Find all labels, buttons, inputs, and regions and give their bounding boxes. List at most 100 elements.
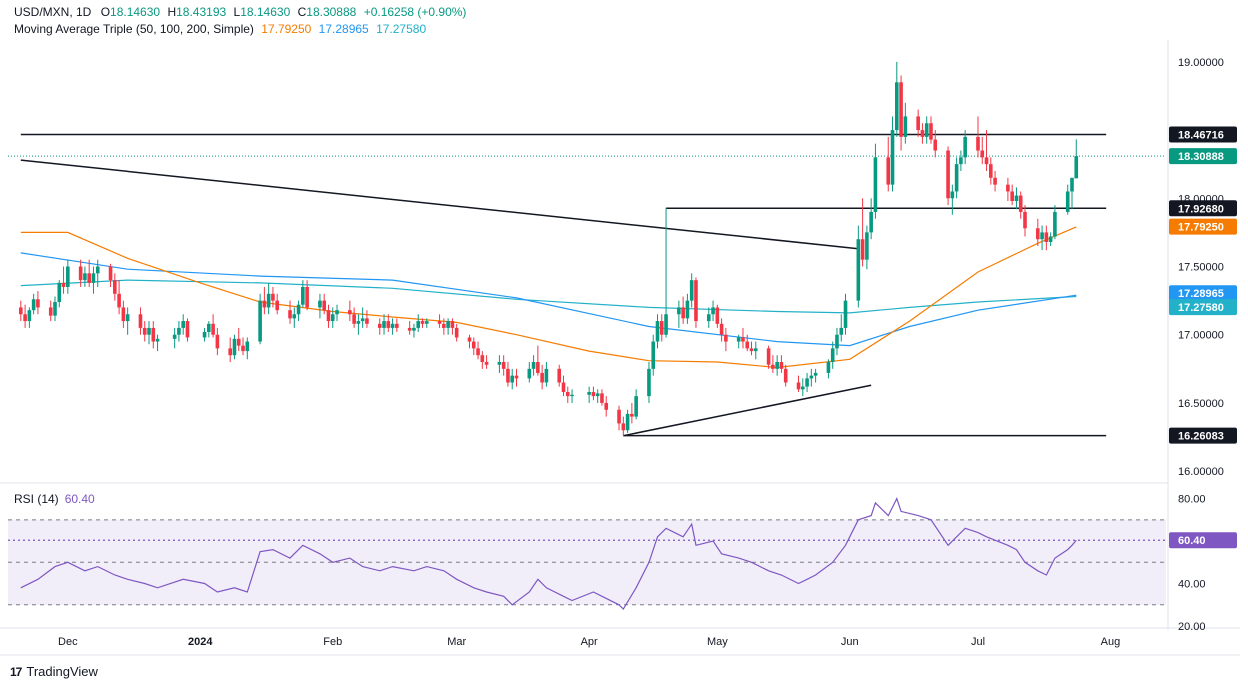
candle [19,300,23,322]
candle-body [292,314,297,319]
candle [959,150,963,171]
price-label-ma200: 17.27580 [1169,299,1237,316]
candle [318,293,322,319]
tradingview-logo-icon: 17 [10,664,22,679]
ma50-value: 17.79250 [261,22,312,36]
candle-body [450,321,455,328]
price-label-ma100: 17.28965 [1169,285,1237,302]
candle [873,143,878,219]
candle-body [510,375,515,383]
candle [390,318,395,335]
candle [869,198,873,240]
candle [685,293,690,324]
candle-body [207,323,211,332]
candle-body [736,337,741,342]
candle [651,334,656,376]
candle [860,198,865,267]
candle [933,130,938,158]
candle-body [1074,156,1079,179]
candle-body [625,413,630,431]
candle [689,273,694,308]
candle-body [929,123,933,140]
candle [151,321,156,349]
candle [775,355,779,376]
candle [1014,187,1019,210]
candle-body [113,280,117,294]
rsi-legend-value: 60.40 [64,492,95,506]
candle-body [860,239,865,260]
candle-body [839,327,844,335]
candle [407,321,412,335]
rsi-line [20,497,1077,610]
candle-body [117,293,121,308]
candle [1018,191,1023,219]
candle-body [856,239,861,301]
candle-body [976,136,980,151]
rsi-value-label: 60.40 [1169,532,1237,549]
candle [211,314,215,338]
candle [856,225,861,308]
candle-body [899,82,903,137]
candle [745,334,750,352]
low-value: 18.14630 [240,5,291,19]
candle [1010,184,1014,206]
candle [215,327,220,356]
candle [540,364,544,390]
candle-body [36,299,40,308]
candle-body [151,327,156,342]
candle-body [1006,184,1010,192]
candle [292,307,297,328]
candle [377,318,382,335]
candle-body [53,301,57,316]
high-label: H [167,5,177,19]
candle [561,375,566,397]
price-label-text: 18.46716 [1178,130,1224,142]
candle [23,304,27,328]
candle-body [706,314,711,322]
candle-body [711,307,715,315]
candle [113,273,117,301]
candle-body [467,337,472,342]
candle-body [266,293,271,308]
tradingview-brand[interactable]: 17 TradingView [10,664,98,679]
candle-body [348,310,352,315]
candle-body [604,402,609,410]
candle [412,323,416,338]
candle-body [296,304,301,315]
candle-body [57,282,62,302]
candle-body [442,323,446,328]
candle-body [993,177,997,185]
candle [348,300,352,322]
candle-body [886,157,891,185]
candle-body [501,362,506,369]
candle-body [890,130,895,185]
candle [1053,205,1057,240]
candle-body [536,362,540,373]
candle-body [659,321,664,335]
candle [296,300,301,322]
candle-body [78,266,83,281]
candle-body [48,307,53,316]
rsi-tick-label: 80.00 [1178,494,1206,506]
candle-body [924,123,929,137]
candle [232,334,237,360]
candle-body [805,378,809,387]
candle [36,291,40,315]
candle [172,327,177,349]
candle [625,409,630,433]
x-tick-label: Jun [841,636,859,648]
rsi-tick-label: 40.00 [1178,579,1206,591]
candle-body [147,327,151,335]
candle-body [484,362,489,365]
candle-body [108,266,113,281]
candle-body [544,368,549,383]
candle-body [595,393,600,397]
candle [360,307,365,328]
candle-body [989,164,993,178]
candle-body [386,321,391,328]
candle [305,280,309,311]
candle-body [591,392,596,397]
y-tick-label: 16.00000 [1178,466,1224,478]
candle-body [61,282,66,287]
